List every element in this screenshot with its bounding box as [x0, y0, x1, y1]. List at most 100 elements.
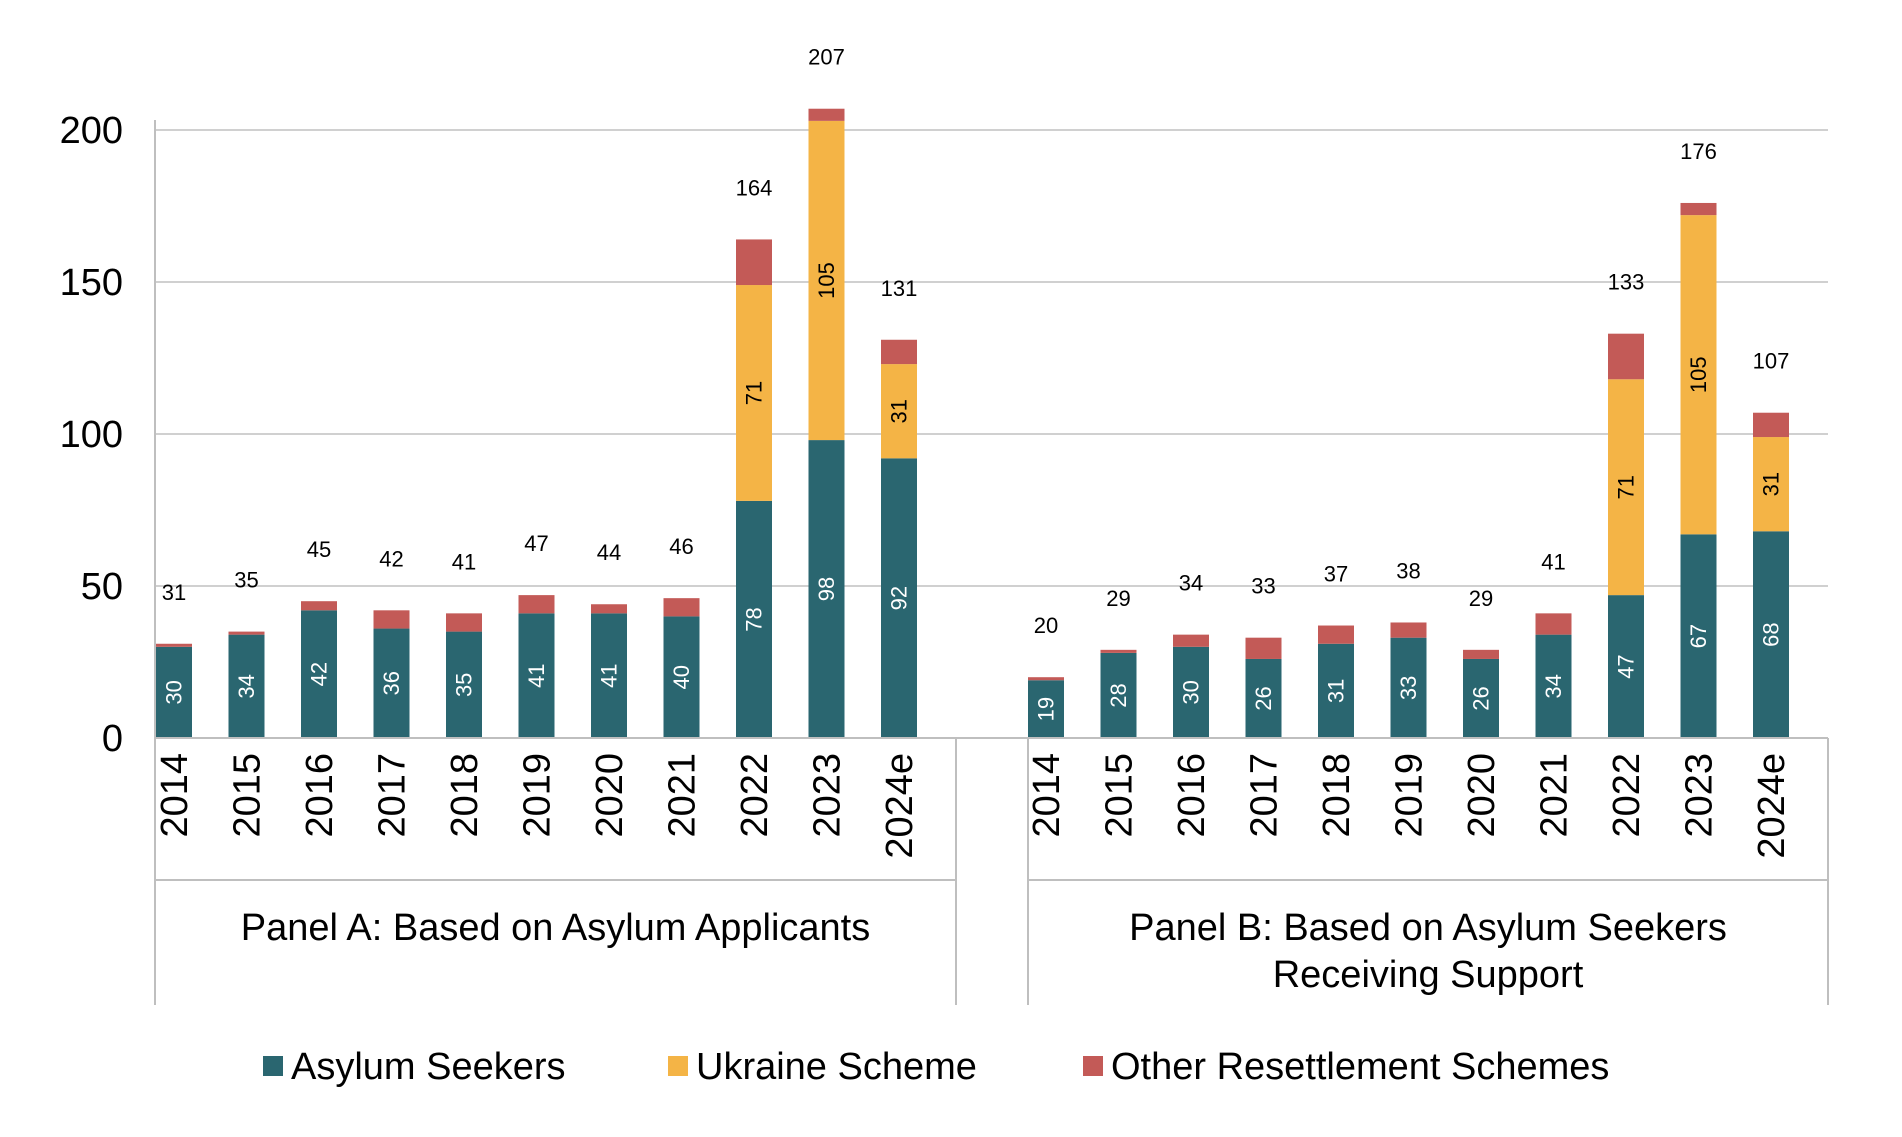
x-axis-ticks: 2014 2015 2016 2017 2018 2019 2020 2021 2022 2023…: [154, 753, 1793, 859]
x-tick-label: 2018: [444, 753, 486, 838]
bar-asylum-seekers: [1245, 658, 1282, 738]
x-tick-label: 2022: [1606, 753, 1648, 838]
x-tick-label: 2022: [734, 753, 776, 838]
bar-other-resettlement: [808, 108, 845, 121]
data-label-asylum: 35: [452, 673, 477, 697]
bar-other-resettlement: [1680, 202, 1717, 216]
x-tick-label: 2018: [1316, 753, 1358, 838]
legend-label: Asylum Seekers: [291, 1046, 566, 1088]
bar-other-resettlement: [228, 631, 265, 635]
x-tick-label: 2020: [589, 753, 631, 838]
bar-other-resettlement: [373, 610, 410, 629]
bar-other-resettlement: [1390, 622, 1427, 638]
data-label-asylum: 41: [597, 663, 622, 687]
data-label-total: 20: [1034, 613, 1058, 638]
data-label-ukraine: 31: [1759, 472, 1784, 496]
data-label-asylum: 42: [307, 662, 332, 686]
legend-label: Other Resettlement Schemes: [1111, 1046, 1609, 1088]
data-label-ukraine: 71: [1614, 475, 1639, 499]
legend-label: Ukraine Scheme: [696, 1046, 977, 1088]
bar-asylum-seekers: [1463, 658, 1499, 738]
data-label-asylum: 34: [1541, 674, 1566, 698]
bar-asylum-seekers: [1390, 637, 1427, 738]
data-label-total: 46: [669, 534, 693, 559]
bar-asylum-seekers: [663, 616, 700, 738]
bar-asylum-seekers: [1680, 534, 1717, 738]
y-tick-label: 200: [60, 110, 123, 152]
data-label-ukraine: 31: [887, 399, 912, 423]
legend-item-other-resettlement: Other Resettlement Schemes: [1083, 1046, 1609, 1088]
x-tick-label: 2024e: [1751, 753, 1793, 859]
bar-ukraine-scheme: [1608, 379, 1644, 596]
data-label-asylum: 30: [162, 680, 187, 704]
bar-asylum-seekers: [373, 628, 410, 738]
data-label-asylum: 33: [1396, 676, 1421, 700]
data-label-asylum: 47: [1614, 654, 1639, 678]
bar-asylum-seekers: [1753, 531, 1789, 738]
bar-other-resettlement: [881, 339, 917, 365]
data-label-asylum: 26: [1251, 686, 1276, 710]
data-label-total: 33: [1251, 574, 1275, 599]
bar-other-resettlement: [1753, 412, 1789, 438]
x-tick-label: 2021: [662, 753, 704, 838]
bar-other-resettlement: [1535, 613, 1572, 635]
data-label-total: 133: [1608, 270, 1645, 295]
x-tick-label: 2014: [154, 753, 196, 838]
data-label-ukraine: 105: [1686, 356, 1711, 393]
bar-asylum-seekers: [736, 500, 772, 738]
bar-other-resettlement: [1245, 637, 1282, 659]
x-tick-label: 2020: [1461, 753, 1503, 838]
bar-other-resettlement: [301, 601, 337, 611]
data-label-total: 31: [162, 580, 186, 605]
data-label-total: 207: [808, 45, 845, 70]
data-label-asylum: 68: [1759, 622, 1784, 646]
x-tick-label: 2019: [1389, 753, 1431, 838]
data-label-total: 37: [1324, 562, 1348, 587]
legend-swatch: [668, 1056, 688, 1076]
legend-item-ukraine-scheme: Ukraine Scheme: [668, 1046, 977, 1088]
legend-item-asylum-seekers: Asylum Seekers: [263, 1046, 566, 1088]
bar-other-resettlement: [1463, 649, 1499, 659]
data-label-total: 47: [524, 531, 548, 556]
bar-other-resettlement: [591, 604, 627, 614]
legend-swatch: [1083, 1056, 1103, 1076]
legend-swatch: [263, 1056, 283, 1076]
data-label-total: 35: [234, 568, 258, 593]
bar-ukraine-scheme: [1753, 437, 1789, 532]
bar-ukraine-scheme: [1680, 215, 1717, 535]
bar-asylum-seekers: [1100, 652, 1137, 738]
data-label-asylum: 31: [1324, 679, 1349, 703]
bar-asylum-seekers: [1318, 643, 1354, 738]
data-label-total: 41: [1541, 549, 1565, 574]
bar-asylum-seekers: [808, 440, 845, 738]
bar-other-resettlement: [1100, 649, 1137, 653]
data-label-asylum: 19: [1034, 697, 1059, 721]
bar-other-resettlement: [156, 643, 192, 647]
data-label-total: 41: [452, 549, 476, 574]
data-label-asylum: 36: [379, 671, 404, 695]
bar-other-resettlement: [518, 595, 555, 614]
bar-other-resettlement: [1318, 625, 1354, 644]
y-tick-label: 100: [60, 414, 123, 456]
x-tick-label: 2016: [299, 753, 341, 838]
data-label-total: 34: [1179, 571, 1203, 596]
data-label-asylum: 41: [524, 663, 549, 687]
x-tick-label: 2017: [1244, 753, 1286, 838]
data-label-asylum: 40: [669, 665, 694, 689]
bar-ukraine-scheme: [736, 285, 772, 501]
bar-other-resettlement: [1173, 634, 1209, 647]
bar-other-resettlement: [736, 239, 772, 286]
data-label-asylum: 67: [1686, 624, 1711, 648]
bar-asylum-seekers: [518, 613, 555, 738]
bar-asylum-seekers: [591, 613, 627, 738]
panel-title: Panel B: Based on Asylum Seekers Receivin…: [1129, 907, 1727, 996]
data-label-total: 107: [1753, 349, 1790, 374]
bar-ukraine-scheme: [808, 120, 845, 441]
data-label-total: 131: [881, 276, 918, 301]
data-label-ukraine: 105: [814, 262, 839, 299]
x-tick-label: 2017: [372, 753, 414, 838]
bar-asylum-seekers: [1173, 646, 1209, 738]
x-tick-label: 2023: [1679, 753, 1721, 838]
